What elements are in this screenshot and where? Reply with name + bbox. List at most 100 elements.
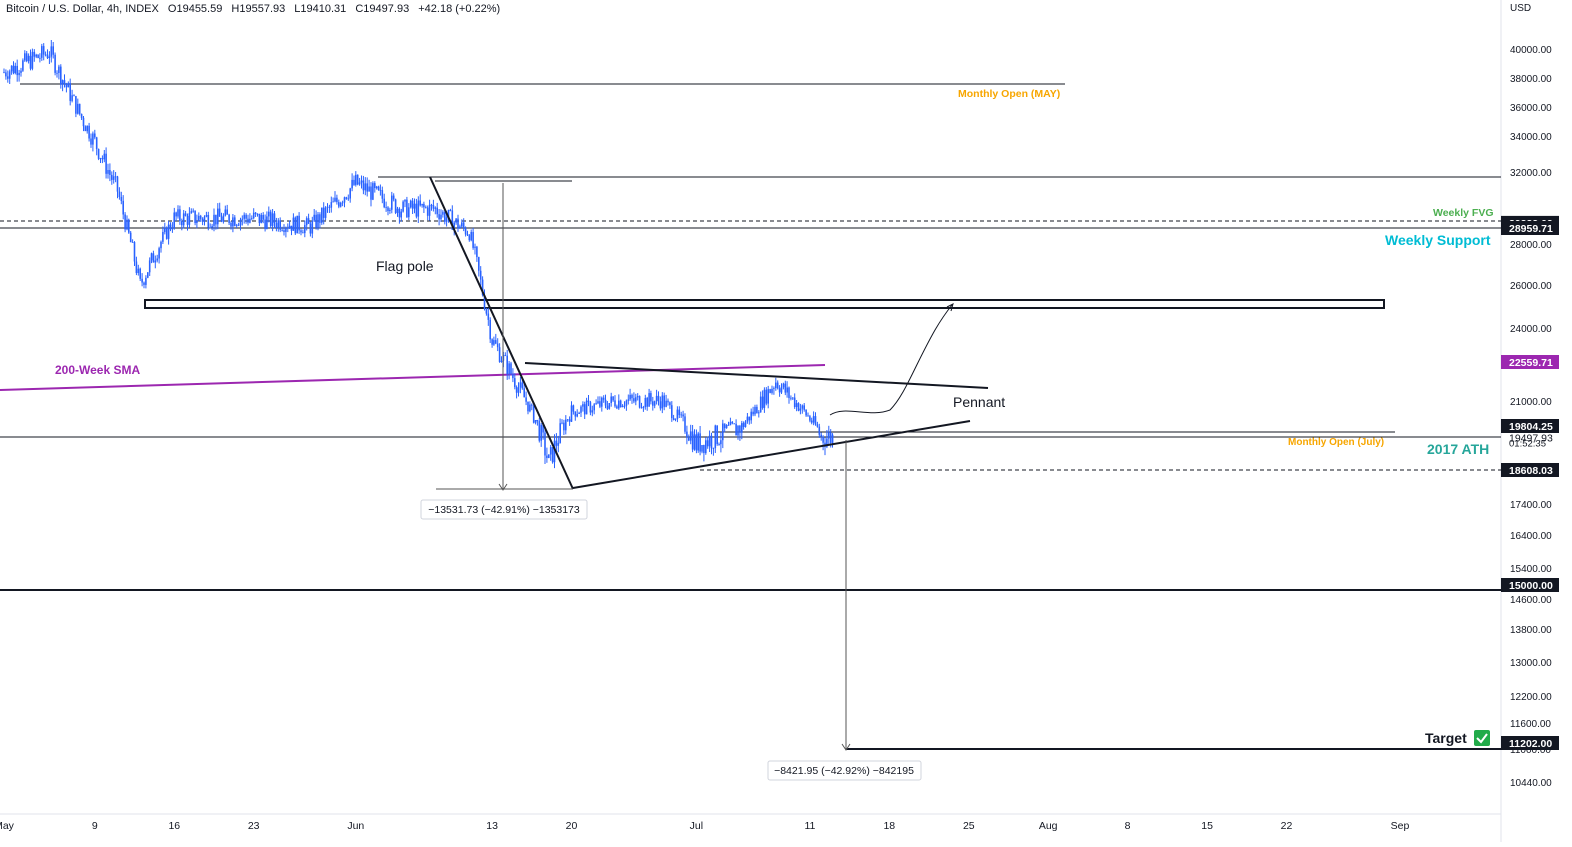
candle-body [307,218,310,224]
candle-body [88,125,90,139]
pennant-upper-line[interactable] [524,362,989,389]
candle-body [230,222,232,227]
candle-body [479,270,482,280]
flag-pole-line[interactable] [429,176,574,490]
candle-body [769,389,771,393]
candle-body [657,395,660,402]
candle-body [281,229,283,231]
price-label-bg [1501,355,1559,369]
sma-200-week-line[interactable] [0,364,826,391]
pennant-lower-line[interactable] [572,420,971,489]
candle-body [636,396,639,398]
candle-body [179,209,181,222]
candle-body [186,216,189,225]
candle-body [457,218,459,229]
price-label-bg [1501,221,1559,235]
candle-body [504,355,507,356]
candle-body [383,198,385,208]
candle-body [298,215,300,231]
candle-body [129,232,132,243]
candle-body [678,409,681,416]
candle-body [235,224,238,226]
candle-body [644,398,647,407]
candle-body [648,393,650,407]
candle-body [778,388,781,393]
candle-body [534,420,537,423]
candle-body [154,260,157,263]
candle-body [716,425,718,444]
candle-body [211,225,213,228]
candle-body [680,414,682,416]
candle-body [453,222,455,230]
candle-body [5,72,7,77]
candle-body [468,235,471,241]
candle-body [353,179,355,185]
candle-body [612,396,614,401]
y-tick-label: 15400.00 [1510,564,1552,575]
candle-body [763,389,766,408]
price-label-bg [1501,419,1559,433]
candle-body [578,412,580,414]
candle-body [761,396,764,408]
candle-body [568,419,571,422]
candle-body [39,57,41,59]
candle-body [793,397,796,407]
price-label: 01:52:35 [1509,439,1546,450]
candle-body [268,211,270,217]
candle-body [432,205,435,209]
candle-body [444,211,446,222]
candle-body [481,279,484,296]
candle-body [572,405,575,412]
candle-body [555,440,558,446]
candle-body [723,423,726,429]
price-label: 15000.00 [1509,580,1553,592]
y-tick-label: 34000.00 [1510,132,1552,143]
candle-body [799,408,802,411]
candle-body [693,434,696,450]
candle-body [419,200,421,206]
projection-curve[interactable] [829,304,953,416]
candle-body [84,126,87,132]
candle-body [71,95,73,101]
candle-body [585,400,588,415]
candle-body [243,214,245,219]
candle-body [286,228,289,229]
candle-body [527,401,529,412]
candle-body [232,217,234,227]
resistance-zone-rect[interactable] [144,299,1385,309]
candle-body [300,230,302,233]
candle-body [150,253,153,261]
low-value: L19410.31 [294,3,346,15]
candle-body [131,242,134,243]
candle-body [143,282,145,285]
candle-body [35,54,37,57]
candle-body [408,207,410,218]
candle-body [24,53,26,61]
candle-body [759,396,762,413]
candle-body [758,412,760,414]
candle-body [103,153,106,160]
candle-body [674,419,677,420]
candle-body [718,444,720,445]
y-tick-label: 13800.00 [1510,625,1552,636]
candle-body [542,424,544,433]
open-value: O19455.59 [168,3,222,15]
candle-body [315,214,317,228]
price-label: 19497.93 [1509,432,1553,444]
y-tick-label: 40000.00 [1510,45,1552,56]
candle-body [78,103,81,114]
candle-body [148,260,151,273]
candle-body [328,206,331,208]
candle-body [831,434,834,443]
candle-body [33,51,36,57]
candle-body [705,440,707,454]
price-label: 22559.71 [1509,357,1553,369]
candle-body [470,232,472,241]
x-tick-label: 25 [963,820,975,832]
candle-body [256,213,259,215]
candle-body [322,207,325,218]
candle-body [576,414,578,417]
price-label-bg [1501,463,1559,477]
candle-body [391,195,393,210]
